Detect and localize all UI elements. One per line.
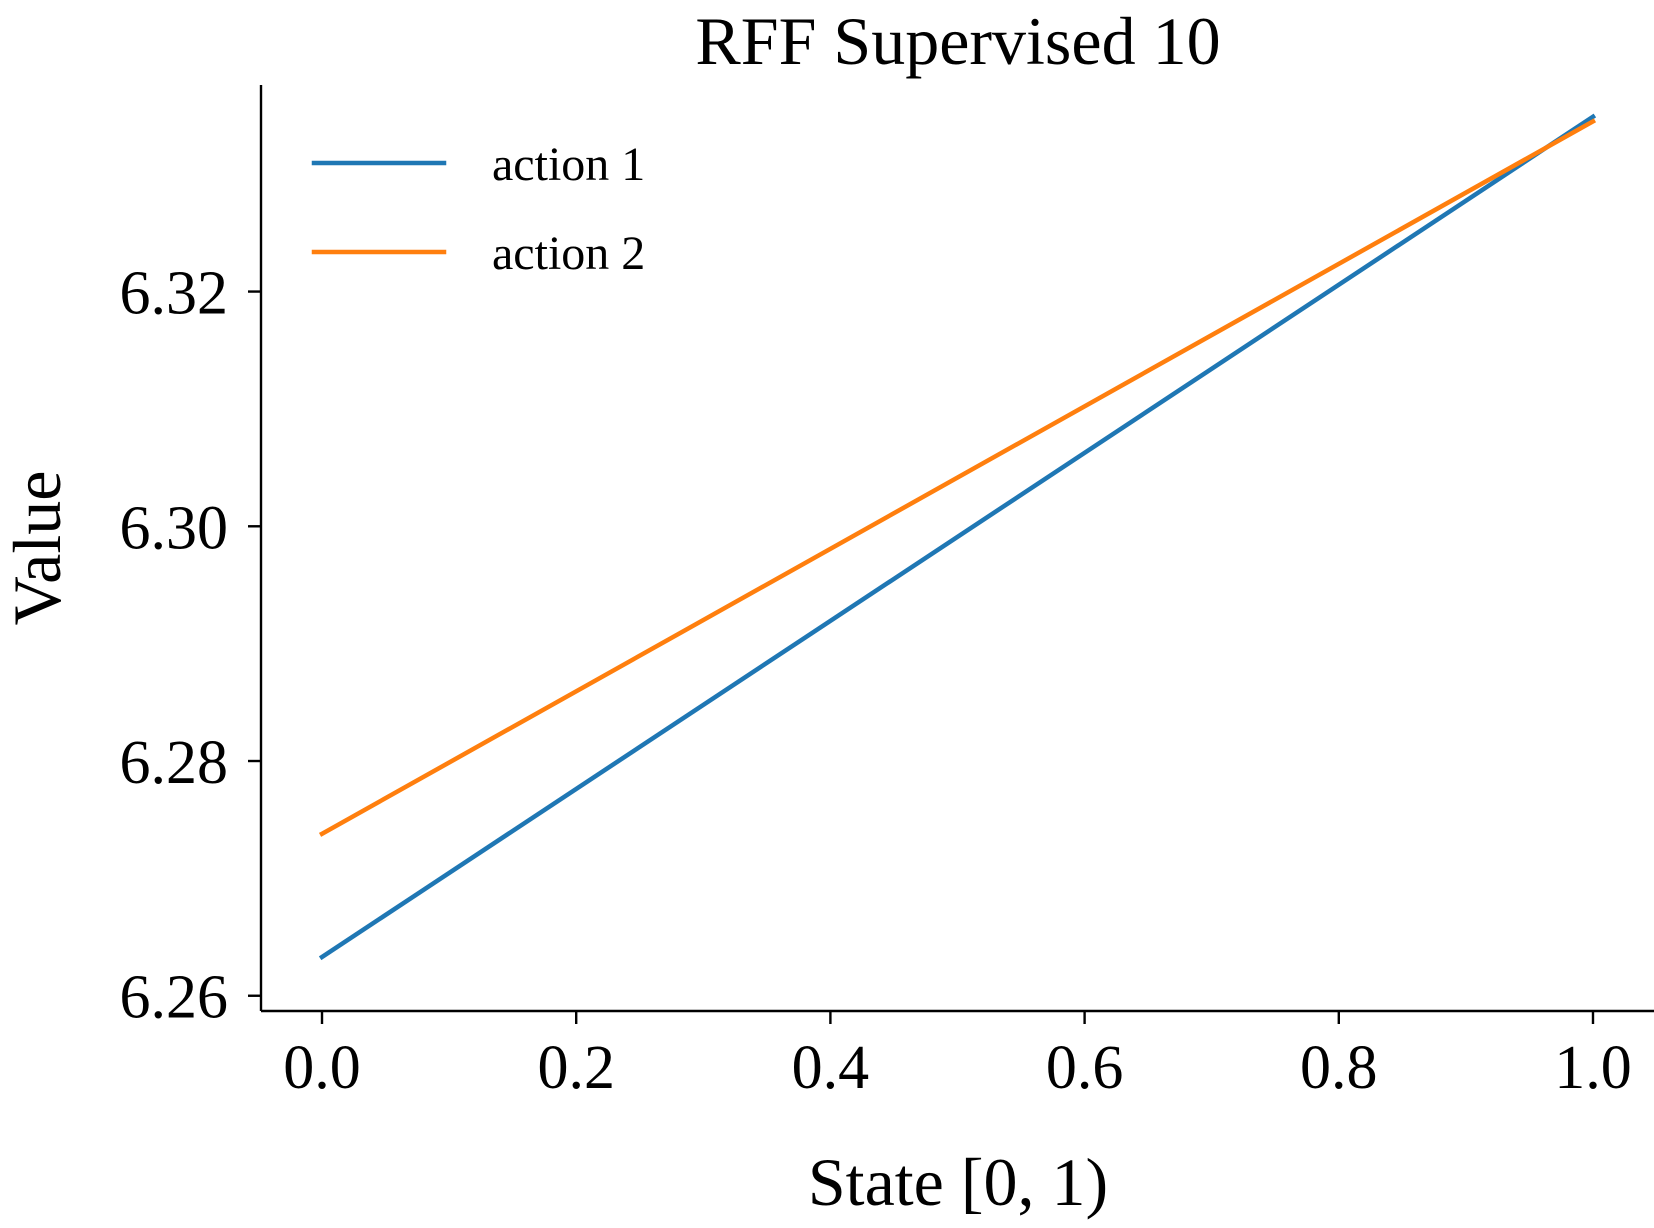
chart-title: RFF Supervised 10 [695, 3, 1220, 79]
x-tick-label: 0.2 [537, 1034, 615, 1102]
plot-area: 0.0 0.2 0.4 0.6 0.8 1.0 6.26 6.28 6.30 6.32 [120, 85, 1654, 1102]
y-tick-label: 6.32 [120, 260, 229, 328]
series-line-1 [318, 113, 1597, 961]
x-tick-label: 0.4 [792, 1034, 870, 1102]
x-tick-label: 1.0 [1554, 1034, 1632, 1102]
legend-label-2: action 2 [492, 227, 645, 280]
y-tick-label: 6.26 [120, 964, 229, 1032]
y-tick-label: 6.30 [120, 494, 229, 562]
series-layer [318, 113, 1597, 961]
legend-label-1: action 1 [492, 138, 645, 191]
legend: action 1 action 2 [311, 138, 645, 280]
x-axis-ticks: 0.0 0.2 0.4 0.6 0.8 1.0 [283, 1011, 1632, 1102]
x-tick-label: 0.0 [283, 1034, 361, 1102]
y-axis-label: Value [0, 471, 75, 626]
x-axis-label: State [0, 1) [808, 1144, 1108, 1220]
x-tick-label: 0.8 [1300, 1034, 1378, 1102]
y-axis-ticks: 6.26 6.28 6.30 6.32 [120, 260, 261, 1032]
y-tick-label: 6.28 [120, 729, 229, 797]
series-line-2 [318, 118, 1597, 837]
x-tick-label: 0.6 [1046, 1034, 1124, 1102]
